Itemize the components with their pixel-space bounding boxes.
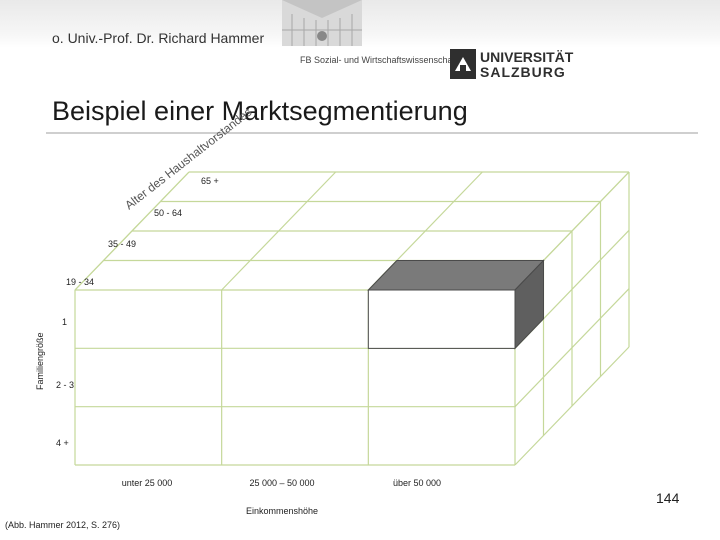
building-image [282,0,362,46]
logo-line1: UNIVERSITÄT [480,49,574,65]
depth-axis-label: Alter des Haushaltvorstandes [122,105,254,213]
depth-label-19-34: 19 - 34 [66,277,94,287]
segment-front-face [367,289,516,349]
depth-label-65plus: 65 + [201,176,219,186]
vertical-axis-label: Familiengröße [35,332,45,390]
title-divider [46,132,698,134]
page-number: 144 [656,490,680,506]
income-label-high: über 50 000 [393,478,441,488]
income-label-mid: 25 000 – 50 000 [249,478,314,488]
family-label-4plus: 4 + [56,438,69,448]
depth-label-35-49: 35 - 49 [108,239,136,249]
university-logo: UNIVERSITÄT SALZBURG [450,49,574,80]
family-label-2-3: 2 - 3 [56,380,74,390]
source-note: (Abb. Hammer 2012, S. 276) [5,520,121,530]
department-name: FB Sozial- und Wirtschaftswissenschaften [300,55,468,65]
income-label-low: unter 25 000 [122,478,173,488]
depth-label-50-64: 50 - 64 [154,208,182,218]
slide-title: Beispiel einer Marktsegmentierung [52,96,468,126]
logo-line2: SALZBURG [480,64,566,80]
author-name: o. Univ.-Prof. Dr. Richard Hammer [52,30,265,46]
family-label-1: 1 [62,317,67,327]
left-back-edge-24 [74,171,190,291]
horizontal-axis-label: Einkommenshöhe [246,506,318,516]
highlighted-segment [367,259,545,350]
segment-top-face [367,260,545,291]
